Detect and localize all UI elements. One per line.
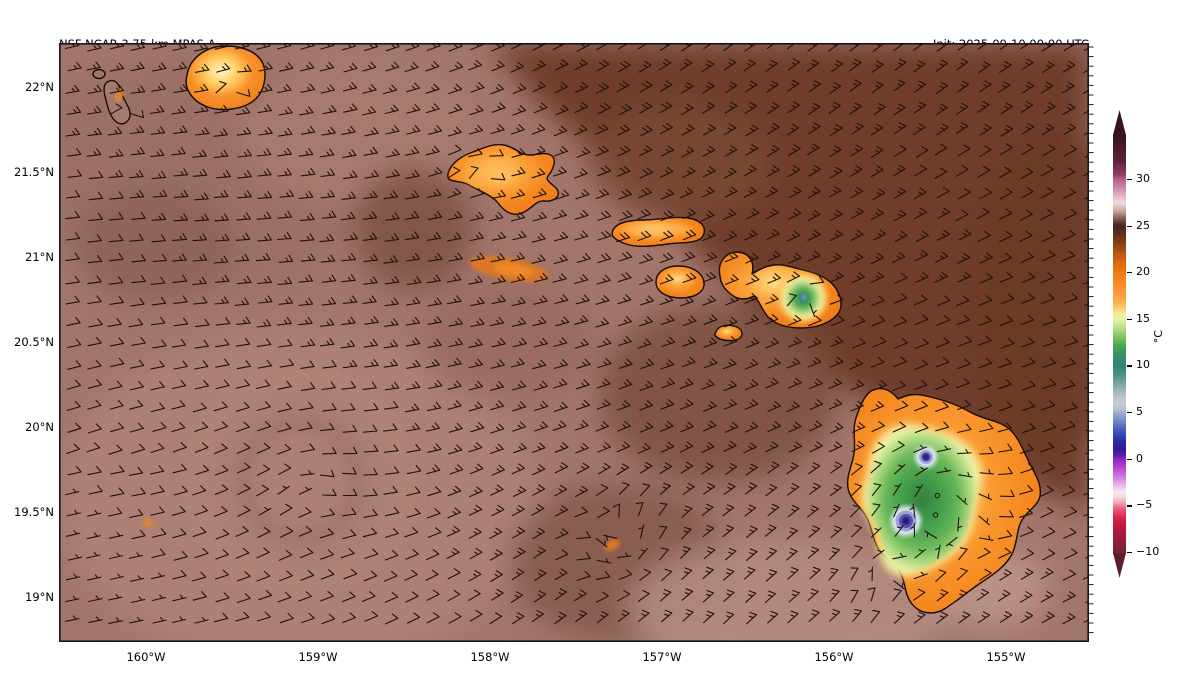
lat-tick-label: 20°N xyxy=(25,420,54,434)
colorbar-tick-mark xyxy=(1127,505,1132,507)
warm-ocean-patches xyxy=(143,256,620,551)
lat-tick-label: 19.5°N xyxy=(14,505,54,519)
island-kauai xyxy=(185,45,266,111)
island-kahoolawe xyxy=(714,324,743,342)
colorbar-unit-label: °C xyxy=(1152,330,1165,344)
island-niihau xyxy=(103,79,131,125)
molokai-ridge xyxy=(625,224,693,236)
calm-wind-circles xyxy=(932,492,941,518)
islands-layer xyxy=(92,45,1042,614)
colorbar-tick-mark xyxy=(1127,178,1132,181)
lat-tick-label: 20.5°N xyxy=(14,335,54,349)
colorbar-tick-mark xyxy=(1127,225,1132,227)
map-panel xyxy=(59,43,1089,642)
colorbar-tick-label: 30 xyxy=(1136,171,1150,185)
colorbar-tick-mark xyxy=(1127,365,1132,367)
islet-lehua xyxy=(92,68,106,80)
colorbar-extend-bottom-arrow xyxy=(1113,553,1126,578)
colorbar-tick-label: 25 xyxy=(1136,218,1150,232)
lat-tick-label: 21.5°N xyxy=(14,165,54,179)
lat-tick-label: 21°N xyxy=(25,250,54,264)
colorbar-tick-label: −10 xyxy=(1136,545,1160,559)
map-border xyxy=(59,43,1089,642)
colorbar-tick-mark xyxy=(1127,272,1132,274)
haleakala-peak-dot xyxy=(801,294,807,300)
colorbar-tick-label: 15 xyxy=(1136,311,1150,325)
lon-tick-label: 158°W xyxy=(470,650,510,664)
lon-tick-label: 156°W xyxy=(814,650,854,664)
lat-tick-label: 22°N xyxy=(25,80,54,94)
colorbar-tick-label: 10 xyxy=(1136,358,1150,372)
wind-barbs-layer xyxy=(64,43,1089,625)
oahu-warm-core xyxy=(466,155,516,187)
lat-tick-label: 19°N xyxy=(25,590,54,604)
lon-tick-label: 155°W xyxy=(986,650,1026,664)
big-island-highland-green xyxy=(865,428,979,573)
colorbar xyxy=(1113,110,1126,578)
peak-mauna-kea xyxy=(915,446,937,468)
colorbar-tick-label: −5 xyxy=(1136,498,1153,512)
colorbar-tick-mark xyxy=(1127,458,1132,460)
colorbar-tick-label: 5 xyxy=(1136,405,1143,419)
colorbar-extend-top-arrow xyxy=(1113,110,1126,135)
colorbar-tick-label: 20 xyxy=(1136,265,1150,279)
peak-mauna-loa xyxy=(891,506,921,536)
temperature-wind-map xyxy=(59,43,1089,642)
colorbar-gradient xyxy=(1113,135,1126,553)
colorbar-tick-mark xyxy=(1127,318,1132,320)
lon-tick-label: 159°W xyxy=(298,650,338,664)
wind-barbs xyxy=(64,43,1089,625)
colorbar-tick-mark xyxy=(1127,552,1132,554)
colorbar-tick-label: 0 xyxy=(1136,451,1143,465)
southwest-wind-swirl xyxy=(187,367,413,593)
colorbar-tick-mark xyxy=(1127,412,1132,414)
island-lanai xyxy=(655,265,705,299)
lon-tick-label: 157°W xyxy=(642,650,682,664)
lon-tick-label: 160°W xyxy=(126,650,166,664)
right-spine-minor-ticks xyxy=(1089,46,1094,634)
